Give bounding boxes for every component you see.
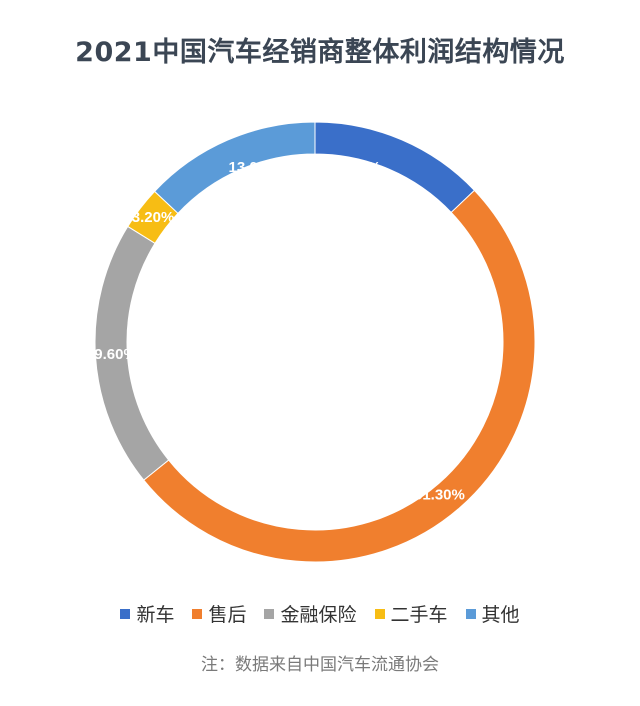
- legend-item-after-sales: 售后: [192, 600, 246, 627]
- donut-chart: 12.90% 51.30% 19.60% 3.20% 13.00%: [86, 121, 536, 563]
- donut-slice-4: [153, 121, 316, 215]
- legend-item-new-car: 新车: [120, 600, 174, 627]
- data-label-1: 51.30%: [414, 486, 465, 503]
- legend-item-used-car: 二手车: [374, 600, 448, 627]
- legend-swatch: [465, 608, 476, 619]
- data-label-4: 13.00%: [229, 159, 280, 176]
- legend-swatch: [374, 608, 385, 619]
- legend-label: 新车: [136, 604, 175, 626]
- legend-swatch: [120, 608, 131, 619]
- source-note: 注：数据来自中国汽车流通协会: [201, 655, 439, 675]
- legend-swatch: [264, 608, 275, 619]
- legend-label: 其他: [481, 604, 520, 626]
- data-label-0: 12.90%: [330, 159, 381, 176]
- data-label-3: 3.20%: [132, 209, 175, 226]
- legend-label: 金融保险: [280, 604, 357, 626]
- legend-label: 二手车: [390, 604, 448, 626]
- legend-item-finance-insurance: 金融保险: [264, 600, 357, 627]
- chart-title: 2021中国汽车经销商整体利润结构情况: [75, 37, 565, 68]
- legend-swatch: [192, 608, 203, 619]
- legend-label: 售后: [208, 604, 247, 626]
- donut-slice-1: [143, 189, 536, 563]
- data-label-2: 19.60%: [86, 346, 137, 363]
- chart-legend: 新车 售后 金融保险 二手车 其他: [0, 600, 640, 627]
- legend-item-other: 其他: [465, 600, 520, 627]
